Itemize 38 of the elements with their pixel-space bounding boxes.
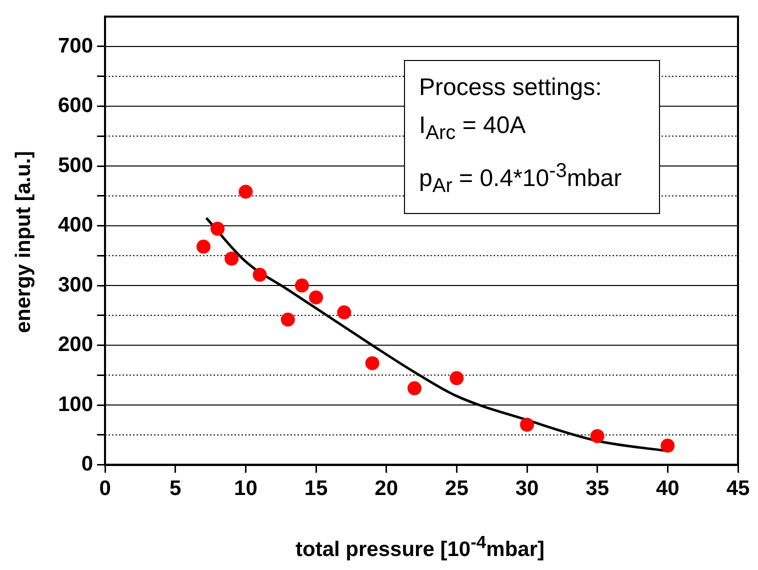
point bbox=[450, 371, 464, 386]
point bbox=[224, 252, 239, 266]
x-tick-label: 15 bbox=[304, 477, 328, 500]
point bbox=[238, 184, 253, 199]
point bbox=[309, 290, 324, 304]
point bbox=[590, 429, 604, 444]
y-tick-label: 400 bbox=[58, 214, 94, 237]
x-tick-label: 45 bbox=[726, 477, 750, 500]
y-tick-label: 200 bbox=[58, 333, 94, 356]
point bbox=[365, 356, 380, 370]
x-tick-label: 0 bbox=[99, 477, 111, 500]
point bbox=[280, 312, 295, 327]
annotation: p$_{Ar}$ = 0.4*10$^{-3}$mbar bbox=[419, 158, 623, 199]
x-tick-label: 25 bbox=[445, 477, 469, 500]
point bbox=[407, 381, 422, 396]
y-tick-label: 0 bbox=[81, 452, 94, 476]
point bbox=[294, 278, 309, 293]
annotation: Process settings: bbox=[419, 73, 603, 103]
point bbox=[252, 268, 267, 282]
point bbox=[660, 438, 675, 453]
y-axis-title: energy input [a.u.] bbox=[12, 150, 36, 334]
x-tick-label: 35 bbox=[586, 477, 610, 500]
x-tick-label: 40 bbox=[656, 477, 680, 500]
x-axis-title: total pressure [10$^{-4}$mbar] bbox=[294, 532, 546, 562]
y-tick-label: 100 bbox=[58, 392, 94, 416]
point bbox=[337, 305, 352, 320]
annotation: I$_{Arc}$ = 40A bbox=[419, 111, 527, 146]
point bbox=[196, 240, 210, 254]
y-tick-label: 500 bbox=[58, 154, 94, 177]
y-tick-label: 700 bbox=[58, 34, 94, 58]
x-tick-label: 10 bbox=[234, 477, 258, 500]
x-tick-label: 5 bbox=[170, 477, 182, 500]
x-tick-label: 20 bbox=[374, 477, 398, 500]
point bbox=[210, 222, 225, 236]
y-tick-label: 300 bbox=[58, 273, 94, 296]
y-tick-label: 600 bbox=[58, 94, 94, 118]
x-tick-label: 30 bbox=[515, 477, 539, 500]
point bbox=[520, 418, 534, 432]
